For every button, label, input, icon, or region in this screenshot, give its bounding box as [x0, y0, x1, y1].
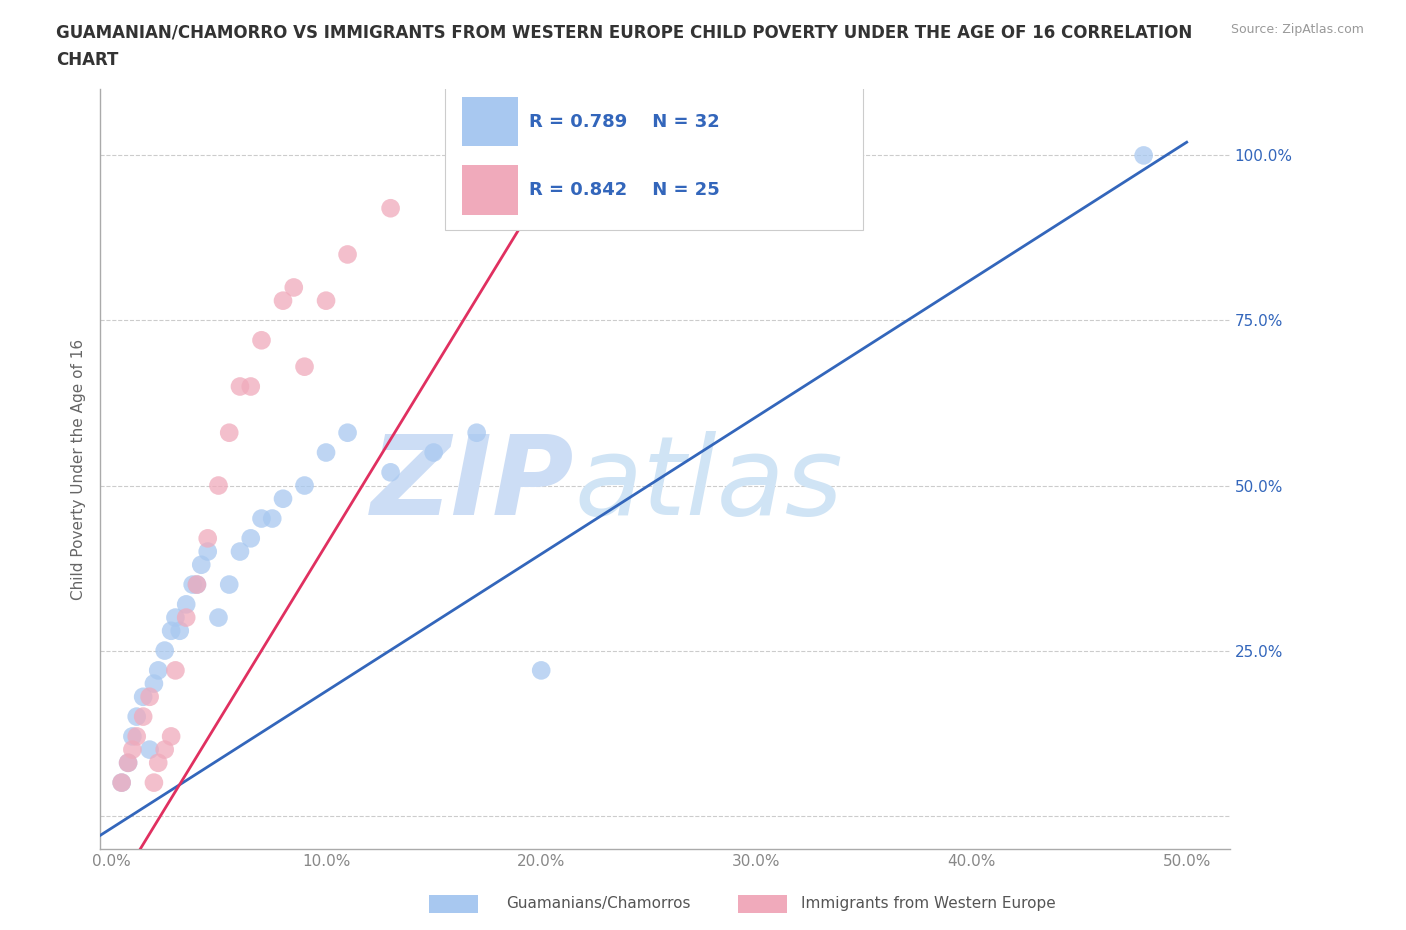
Point	[262, 512, 284, 526]
Point	[121, 742, 143, 757]
Point	[218, 578, 240, 592]
Point	[117, 755, 139, 770]
FancyBboxPatch shape	[461, 97, 517, 146]
Point	[125, 710, 148, 724]
Point	[250, 333, 273, 348]
Point	[218, 425, 240, 440]
Point	[271, 491, 294, 506]
Point	[132, 710, 155, 724]
Point	[148, 663, 170, 678]
Point	[165, 610, 187, 625]
Y-axis label: Child Poverty Under the Age of 16: Child Poverty Under the Age of 16	[72, 339, 86, 600]
Text: CHART: CHART	[56, 51, 118, 69]
Point	[186, 578, 208, 592]
Point	[336, 425, 359, 440]
Point	[121, 729, 143, 744]
Text: GUAMANIAN/CHAMORRO VS IMMIGRANTS FROM WESTERN EUROPE CHILD POVERTY UNDER THE AGE: GUAMANIAN/CHAMORRO VS IMMIGRANTS FROM WE…	[56, 23, 1192, 41]
Text: Source: ZipAtlas.com: Source: ZipAtlas.com	[1230, 23, 1364, 36]
Point	[125, 729, 148, 744]
Point	[207, 478, 229, 493]
Point	[239, 379, 262, 394]
Point	[153, 644, 176, 658]
Text: R = 0.842    N = 25: R = 0.842 N = 25	[530, 181, 720, 199]
Point	[160, 623, 183, 638]
Point	[197, 531, 219, 546]
Point	[142, 676, 165, 691]
Point	[148, 755, 170, 770]
Point	[315, 445, 337, 460]
Point	[138, 742, 160, 757]
Text: atlas: atlas	[575, 431, 844, 538]
Point	[229, 379, 252, 394]
Point	[336, 247, 359, 262]
Point	[271, 293, 294, 308]
Point	[250, 512, 273, 526]
Point	[186, 578, 208, 592]
Point	[160, 729, 183, 744]
Point	[1132, 148, 1154, 163]
Point	[294, 359, 316, 374]
Point	[229, 544, 252, 559]
Point	[530, 663, 553, 678]
Point	[169, 623, 191, 638]
Point	[197, 544, 219, 559]
Point	[465, 425, 488, 440]
Point	[181, 578, 204, 592]
Point	[283, 280, 305, 295]
Text: R = 0.789    N = 32: R = 0.789 N = 32	[530, 113, 720, 131]
Text: ZIP: ZIP	[371, 431, 575, 538]
Point	[165, 663, 187, 678]
Point	[111, 776, 134, 790]
Point	[422, 445, 444, 460]
Point	[380, 465, 402, 480]
Point	[239, 531, 262, 546]
Point	[294, 478, 316, 493]
Point	[207, 610, 229, 625]
Point	[315, 293, 337, 308]
Point	[111, 776, 134, 790]
Text: Immigrants from Western Europe: Immigrants from Western Europe	[801, 897, 1056, 911]
Point	[117, 755, 139, 770]
FancyBboxPatch shape	[461, 166, 517, 215]
Point	[174, 610, 197, 625]
Point	[142, 776, 165, 790]
FancyBboxPatch shape	[444, 86, 863, 230]
Point	[174, 597, 197, 612]
Point	[153, 742, 176, 757]
Text: Guamanians/Chamorros: Guamanians/Chamorros	[506, 897, 690, 911]
Point	[190, 557, 212, 572]
Point	[132, 689, 155, 704]
Point	[380, 201, 402, 216]
Point	[138, 689, 160, 704]
